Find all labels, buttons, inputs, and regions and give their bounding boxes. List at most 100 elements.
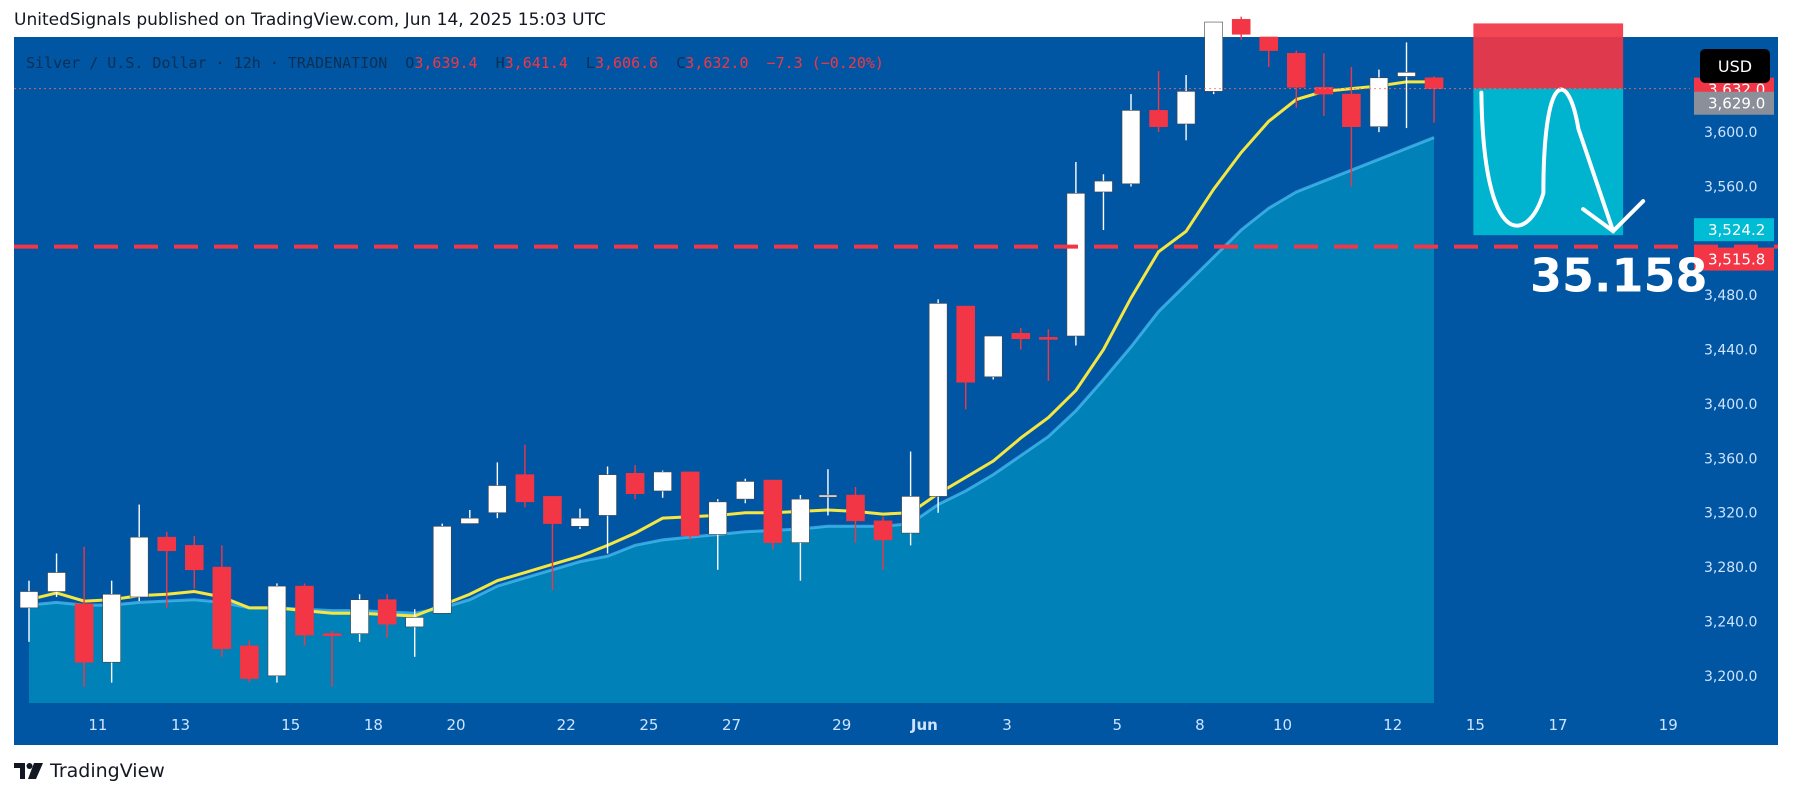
currency-button[interactable]: USD	[1700, 49, 1770, 83]
candle-body	[102, 593, 121, 663]
x-tick-label: 19	[1659, 716, 1678, 734]
candle-body	[1369, 77, 1389, 128]
x-tick-label: 17	[1548, 716, 1567, 734]
y-tick-label: 3,560.0	[1704, 180, 1757, 196]
target-annotation: 35.158	[1530, 249, 1708, 303]
candle-body	[763, 479, 783, 543]
candle-body	[129, 536, 149, 598]
candle-body	[1342, 93, 1361, 128]
candle-body	[598, 474, 617, 516]
x-tick-label: 3	[1002, 716, 1012, 734]
price-label-ema	[1694, 91, 1774, 115]
candle-body	[1259, 36, 1279, 51]
x-tick-label: 29	[832, 716, 851, 734]
x-tick-label: 8	[1195, 716, 1205, 734]
arrow-head-icon	[1581, 199, 1646, 234]
price-label-text: 3,524.2	[1708, 221, 1765, 239]
candle-body	[322, 633, 342, 636]
y-tick-label: 3,320.0	[1704, 506, 1757, 522]
candle-body	[928, 303, 948, 497]
close-label: C	[676, 54, 686, 72]
candle-body	[74, 603, 94, 663]
y-tick-label: 3,600.0	[1704, 125, 1757, 141]
candle-body	[543, 496, 562, 524]
candle-body	[680, 471, 700, 537]
candle-body	[846, 494, 865, 522]
y-tick-label: 3,400.0	[1704, 397, 1757, 413]
tradingview-logo-icon	[14, 763, 43, 779]
y-tick-label: 3,480.0	[1704, 288, 1757, 304]
candle-body	[432, 526, 452, 614]
candle-body	[19, 591, 39, 609]
price-label-text: 3,515.8	[1708, 251, 1765, 269]
candle-body	[1424, 77, 1444, 89]
candle-body	[377, 599, 397, 625]
high-value: 3,641.4	[504, 54, 568, 72]
symbol-legend: Silver / U.S. Dollar · 12h · TRADENATION…	[26, 54, 884, 72]
candle-body	[1039, 337, 1058, 340]
candle-body	[1149, 110, 1168, 128]
candle-body	[1231, 19, 1251, 35]
candle-body	[1176, 91, 1196, 125]
candle-body	[1011, 333, 1031, 340]
candle-body	[1094, 180, 1113, 193]
candle-body	[1204, 21, 1223, 92]
x-tick-label: 15	[1466, 716, 1485, 734]
candle-body	[1287, 53, 1306, 88]
open-value: 3,639.4	[414, 54, 478, 72]
x-tick-label: 11	[88, 716, 107, 734]
ema-area-fill	[29, 137, 1435, 703]
candle-body	[653, 471, 672, 492]
x-tick-label: 15	[281, 716, 300, 734]
x-tick-label: 5	[1112, 716, 1122, 734]
low-value: 3,606.6	[594, 54, 659, 72]
price-label-target	[1694, 218, 1774, 242]
candle-body	[956, 305, 976, 383]
candle-body	[1397, 72, 1416, 77]
y-tick-label: 3,360.0	[1704, 451, 1757, 467]
publisher-caption: UnitedSignals published on TradingView.c…	[14, 10, 606, 30]
candle-body	[1314, 86, 1334, 95]
candle-body	[1121, 110, 1141, 185]
x-tick-label: 10	[1273, 716, 1292, 734]
candle-body	[873, 520, 893, 541]
price-axis-strip	[1690, 37, 1778, 703]
candle-body	[47, 572, 66, 592]
candle-body	[901, 496, 920, 534]
candle-body	[460, 517, 480, 524]
price-label-support	[1694, 247, 1774, 271]
low-label: L	[585, 54, 595, 72]
x-tick-label: 13	[171, 716, 190, 734]
candle-body	[515, 474, 535, 503]
x-tick-label: 20	[446, 716, 465, 734]
stop-loss-zone	[1473, 23, 1624, 89]
y-tick-label: 3,280.0	[1704, 560, 1757, 576]
candle-body	[818, 494, 838, 498]
candle-body	[570, 517, 590, 527]
change-value: −7.3 (−0.20%)	[766, 54, 884, 72]
candle-body	[212, 566, 232, 649]
candle-body	[267, 585, 287, 677]
price-label-text: 3,629.0	[1708, 95, 1765, 113]
candle-body	[240, 645, 259, 679]
x-tick-label: Jun	[910, 716, 938, 734]
candle-body	[350, 599, 369, 634]
open-label: O	[405, 54, 415, 72]
candle-body	[708, 501, 728, 535]
x-tick-label: 25	[639, 716, 658, 734]
symbol-title: Silver / U.S. Dollar · 12h · TRADENATION	[26, 54, 388, 72]
candle-body	[625, 472, 645, 494]
forecast-arrow-path	[1479, 87, 1616, 234]
candle-body	[488, 485, 507, 514]
candle-body	[157, 536, 177, 552]
x-tick-label: 18	[364, 716, 383, 734]
x-tick-label: 12	[1383, 716, 1402, 734]
high-label: H	[495, 54, 505, 72]
candle-body	[185, 545, 204, 571]
x-tick-label: 27	[722, 716, 741, 734]
tradingview-brand: TradingView	[50, 760, 165, 782]
candle-body	[791, 498, 810, 543]
tradingview-logo[interactable]: TradingView	[14, 760, 165, 782]
candle-body	[405, 617, 425, 628]
